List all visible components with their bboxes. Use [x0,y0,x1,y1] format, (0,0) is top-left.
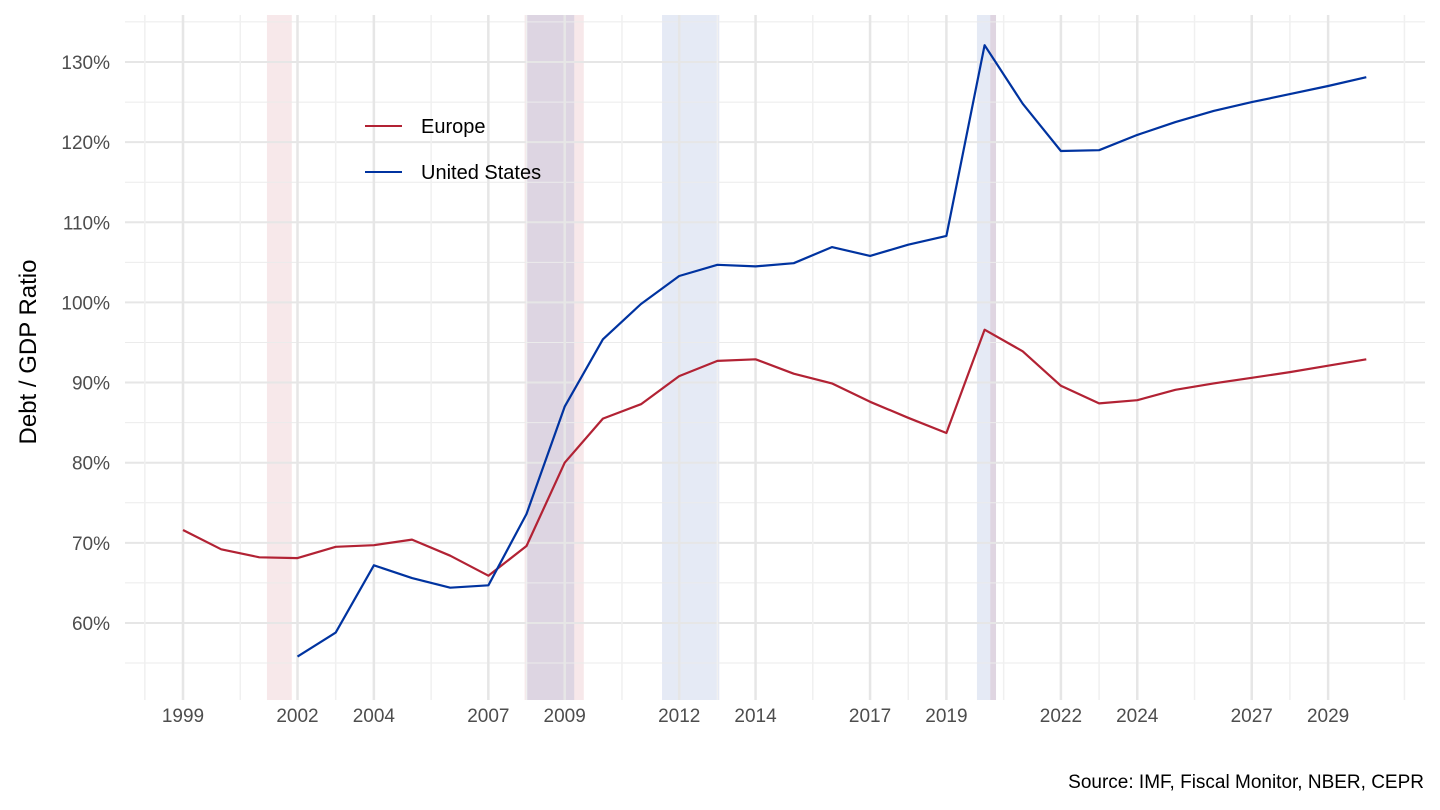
recession-band [976,15,997,700]
series-line-europe [182,328,1367,577]
y-tick-label: 120% [61,133,110,154]
legend-label-europe: Europe [421,116,486,138]
legend-label-us: United States [421,162,541,184]
x-axis-ticks: 1999 2002 2004 2007 2009 2012 2014 2017 2019 2022… [162,706,1349,727]
x-tick-label: 2007 [467,706,509,727]
x-tick-label: 2024 [1116,706,1159,727]
x-tick-label: 2012 [658,706,700,727]
recession-bands [266,15,997,700]
y-tick-label: 110% [63,213,110,234]
series-line-united-states [296,44,1367,658]
recession-band [266,15,292,700]
y-tick-label: 60% [72,614,110,635]
y-tick-label: 90% [72,374,110,395]
x-tick-label: 2022 [1040,706,1082,727]
y-tick-label: 100% [61,293,110,314]
gridlines [125,15,1425,700]
x-tick-label: 2019 [925,706,967,727]
x-tick-label: 2017 [849,706,891,727]
x-tick-label: 2009 [544,706,586,727]
x-tick-label: 2004 [353,706,396,727]
recession-band [662,15,720,700]
x-tick-label: 2002 [276,706,318,727]
y-tick-label: 130% [61,53,110,74]
y-tick-label: 80% [72,454,110,475]
x-tick-label: 1999 [162,706,204,727]
y-axis-label: Debt / GDP Ratio [15,260,42,445]
x-tick-label: 2014 [734,706,777,727]
y-axis-ticks: 60% 70% 80% 90% 100% 110% 120% 130% [61,53,110,635]
recession-band [526,15,575,700]
series-lines [182,44,1367,658]
x-tick-label: 2027 [1231,706,1273,727]
x-tick-label: 2029 [1307,706,1349,727]
recession-band [524,15,584,700]
source-caption: Source: IMF, Fiscal Monitor, NBER, CEPR [1068,772,1424,793]
legend: Europe United States [365,116,541,184]
y-tick-label: 70% [72,534,110,555]
recession-band [990,15,997,700]
